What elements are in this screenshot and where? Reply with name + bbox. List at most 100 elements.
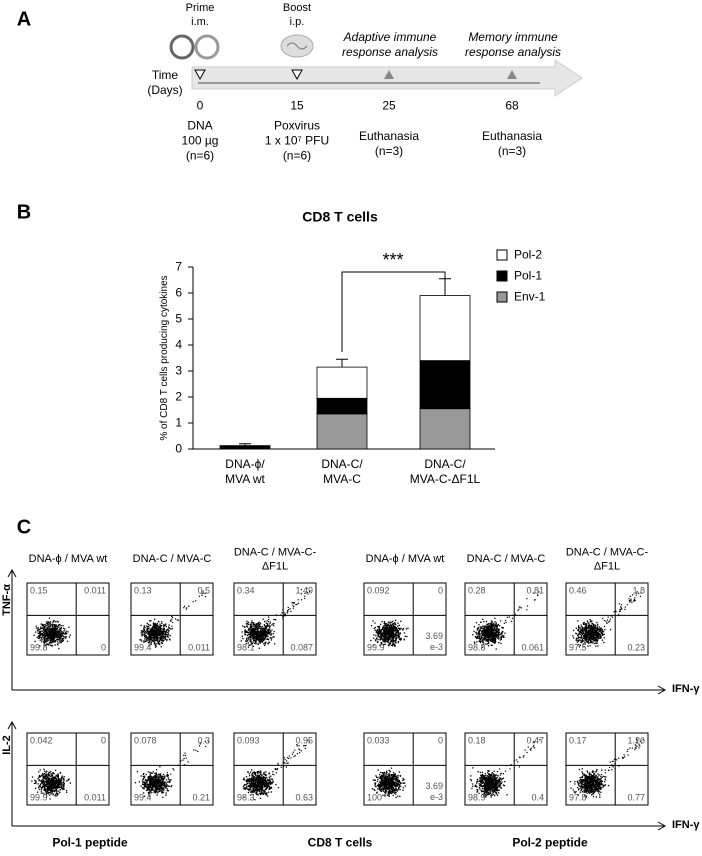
event-dot [261,630,264,633]
event-dot [251,631,253,633]
event-dot [272,636,274,638]
event-dot [275,619,277,621]
event-dot [143,795,146,797]
event-dot [265,776,267,779]
event-dot [389,621,391,623]
event-dot [500,642,502,644]
event-dot [58,636,60,638]
event-dot [252,635,254,637]
event-dot [159,773,162,775]
event-dot [188,605,190,607]
event-dot [391,635,394,638]
event-dot [62,627,65,630]
event-dot [171,628,173,630]
event-dot [51,784,54,786]
event-dot [245,779,248,781]
event-dot [146,787,149,789]
event-dot [389,633,391,635]
event-dot [397,633,400,635]
event-dot [152,771,155,773]
event-dot [49,624,51,627]
event-dot [163,633,165,635]
event-dot [56,638,59,641]
event-dot [150,639,152,641]
event-dot [394,636,396,638]
event-dot [252,632,254,634]
event-dot [44,630,46,632]
event-dot [51,641,54,643]
event-dot [588,624,590,627]
event-dot [162,637,164,640]
event-dot [161,785,163,787]
event-dot [146,638,148,640]
event-dot [149,779,151,781]
event-dot [267,616,270,618]
event-dot [149,640,151,642]
event-dot [394,635,396,637]
event-dot [40,641,43,643]
event-dot [161,790,164,792]
event-dot [631,594,634,596]
event-dot [144,779,147,781]
event-dot [263,620,266,623]
event-dot [624,608,626,610]
event-dot [259,632,261,634]
event-dot [481,625,484,627]
event-dot [48,622,50,624]
event-dot [271,629,273,631]
event-dot [48,786,50,788]
event-dot [490,640,492,642]
event-dot [249,778,251,780]
event-dot [45,627,48,629]
event-dot [60,636,62,638]
event-dot [267,784,270,786]
event-dot [485,626,487,628]
event-dot [49,639,52,641]
event-dot [605,620,607,622]
event-dot [249,785,251,787]
event-dot [390,635,393,637]
event-dot [163,788,165,790]
event-dot [491,624,493,626]
event-dot [486,632,488,634]
event-dot [379,637,382,639]
event-dot [49,778,51,780]
event-dot [60,780,63,782]
event-dot [254,630,256,632]
event-dot [45,783,47,786]
event-dot [55,782,58,784]
event-dot [496,636,498,639]
event-dot [247,633,249,636]
event-dot [492,641,494,643]
event-dot [488,632,490,634]
event-dot [265,628,267,630]
event-dot [49,642,51,644]
event-dot [35,631,37,633]
event-dot [533,599,536,601]
event-dot [254,640,257,642]
event-dot [384,633,387,635]
event-dot [580,640,583,642]
event-dot [255,631,257,633]
event-dot [260,639,263,642]
event-dot [589,618,591,621]
event-dot [271,637,273,639]
event-dot [154,626,156,628]
event-dot [584,637,586,639]
event-dot [44,772,46,775]
event-dot [599,635,602,638]
event-dot [55,793,57,795]
event-dot [56,787,58,789]
event-dot [154,791,156,793]
event-dot [162,628,165,630]
event-dot [634,599,636,602]
event-dot [249,636,251,639]
event-dot [57,777,60,780]
event-dot [255,789,257,791]
event-dot [151,638,153,640]
event-dot [156,788,158,791]
event-dot [476,628,479,630]
event-dot [38,785,41,787]
event-dot [489,630,492,633]
event-dot [195,749,197,752]
